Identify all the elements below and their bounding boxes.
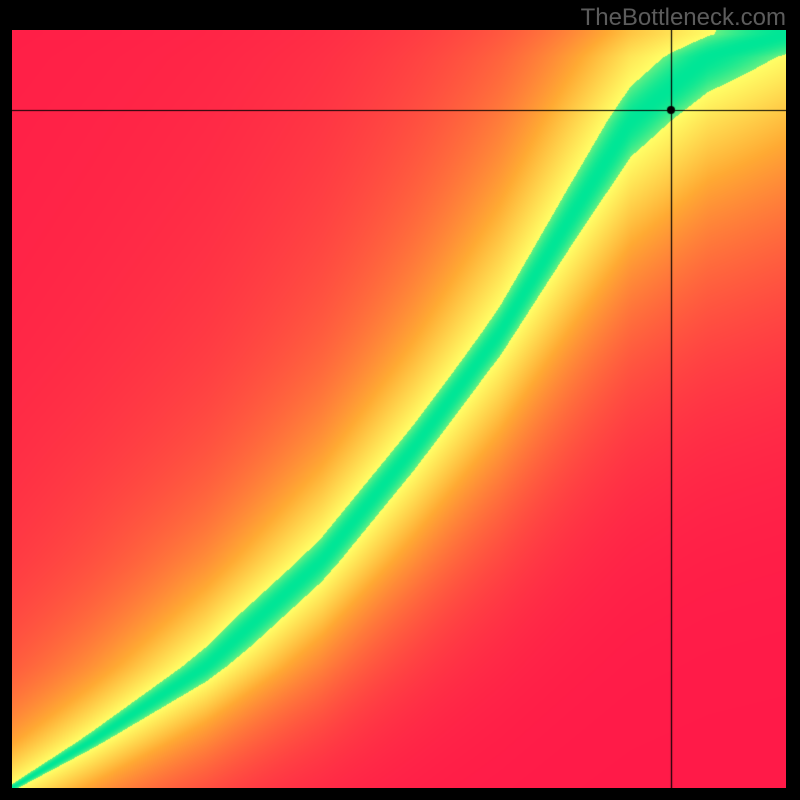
page-container: TheBottleneck.com <box>0 0 800 800</box>
watermark-text: TheBottleneck.com <box>581 4 786 32</box>
bottleneck-heatmap <box>12 30 786 788</box>
